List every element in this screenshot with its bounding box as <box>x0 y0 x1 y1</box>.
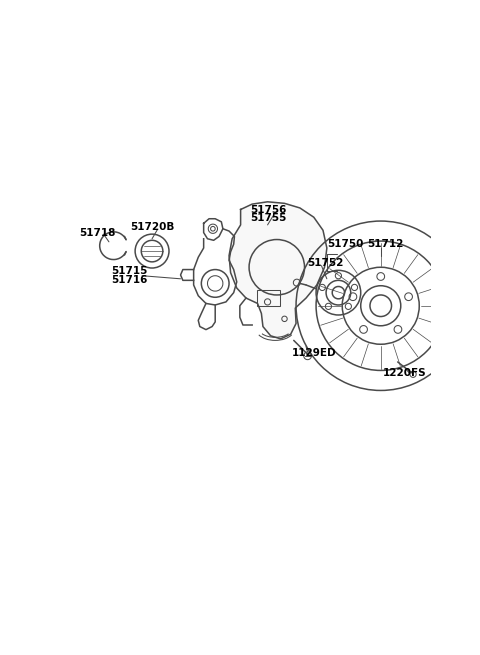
Bar <box>257 290 280 306</box>
Text: 51752: 51752 <box>308 259 344 269</box>
Text: 51756: 51756 <box>250 204 286 214</box>
Text: 51718: 51718 <box>80 227 116 238</box>
Text: 1220FS: 1220FS <box>383 367 427 378</box>
Polygon shape <box>229 202 327 339</box>
Text: 1129ED: 1129ED <box>292 348 337 358</box>
Text: 51715: 51715 <box>111 266 148 276</box>
Text: 51716: 51716 <box>111 275 148 286</box>
Text: 51712: 51712 <box>367 239 403 249</box>
Text: 51755: 51755 <box>250 213 286 223</box>
Text: 51720B: 51720B <box>131 222 175 233</box>
Text: 51750: 51750 <box>327 239 363 249</box>
